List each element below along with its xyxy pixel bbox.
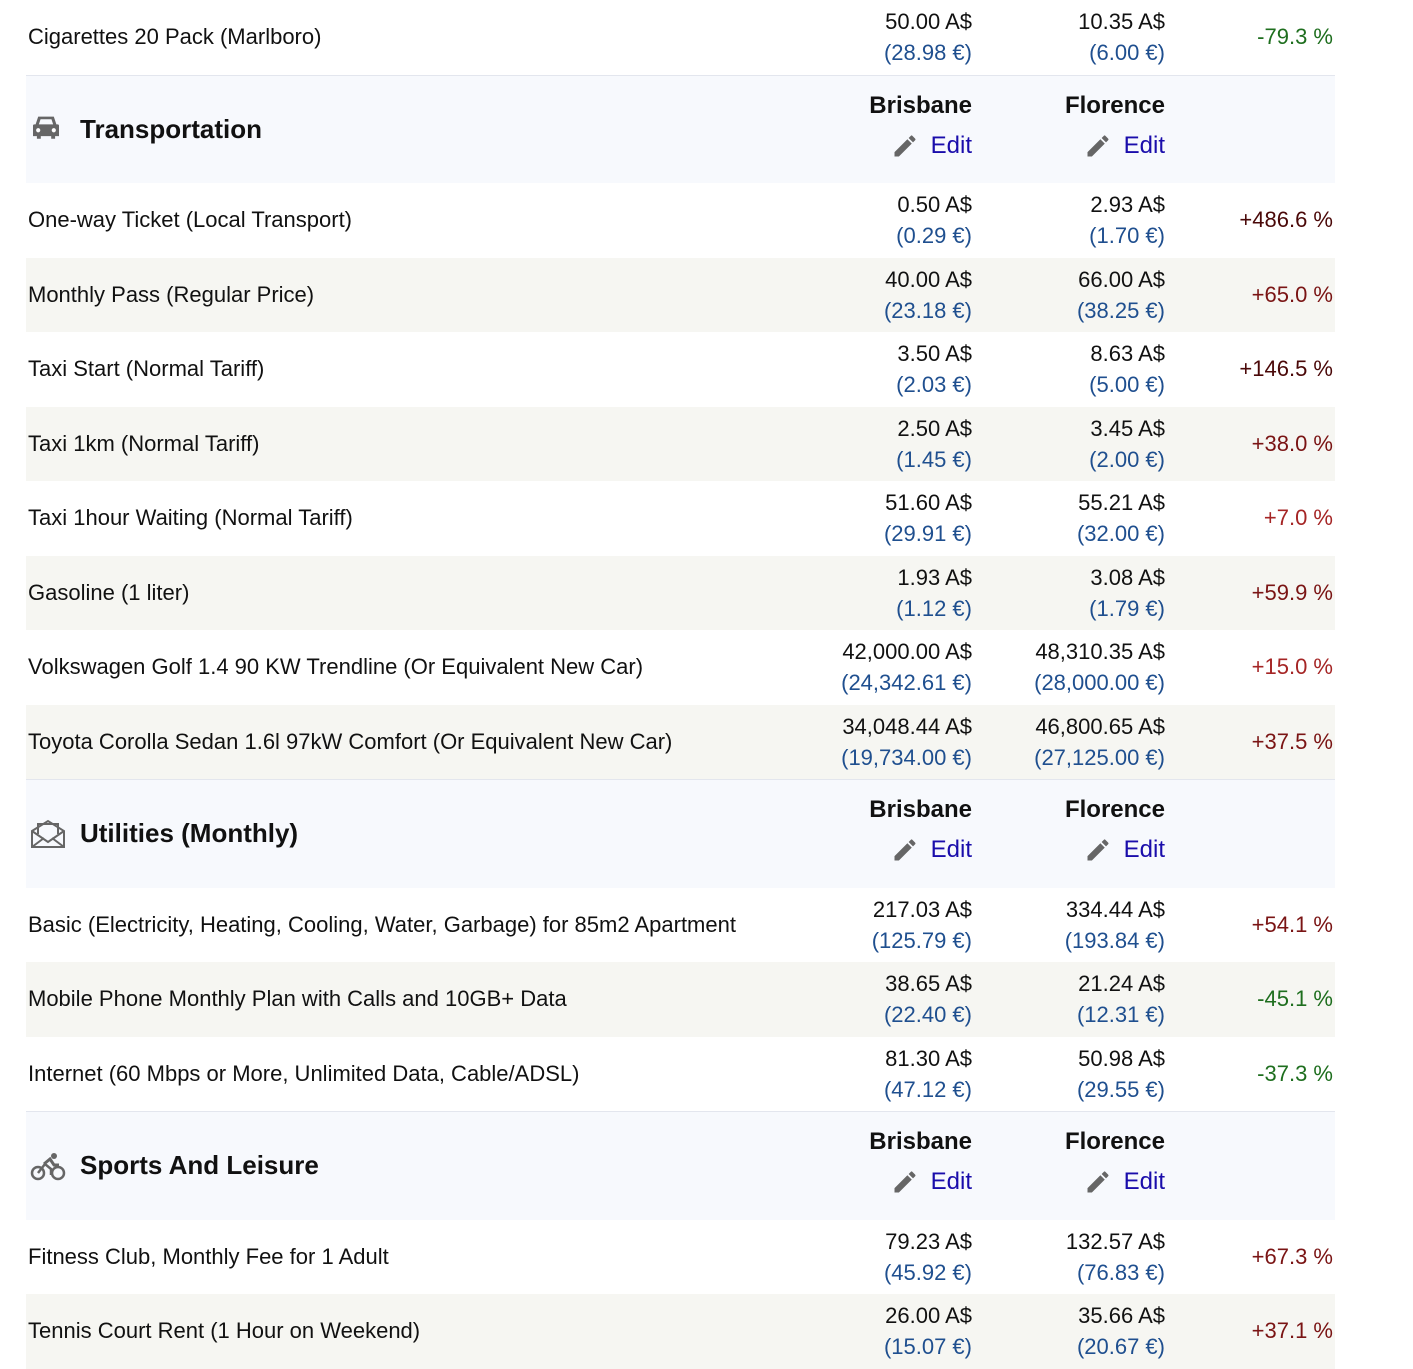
- city2-price: 3.45 A$ (2.00 €): [1089, 415, 1165, 472]
- table-row: Tennis Court Rent (1 Hour on Weekend) 26…: [26, 1294, 1335, 1369]
- city2-heading: Florence: [1064, 91, 1165, 119]
- percent-difference: +37.1 %: [1251, 1318, 1333, 1344]
- section-title: Utilities (Monthly): [80, 818, 299, 849]
- percent-difference: +15.0 %: [1251, 654, 1333, 680]
- city2-price: 46,800.65 A$ (27,125.00 €): [1034, 713, 1165, 770]
- item-name: Cigarettes 20 Pack (Marlboro): [28, 24, 322, 50]
- city1-price: 0.50 A$ (0.29 €): [896, 192, 972, 249]
- city2-price: 55.21 A$ (32.00 €): [1076, 490, 1165, 547]
- city2-price: 8.63 A$ (5.00 €): [1089, 341, 1165, 398]
- cost-comparison-table: Cigarettes 20 Pack (Marlboro) 50.00 A$ (2…: [26, 0, 1335, 1369]
- section-header: Transportation Brisbane Edit Florence Ed…: [26, 74, 1335, 183]
- percent-difference: +37.5 %: [1251, 728, 1333, 754]
- percent-difference: +65.0 %: [1251, 281, 1333, 307]
- percent-difference: +7.0 %: [1263, 505, 1333, 531]
- table-row: Fitness Club, Monthly Fee for 1 Adult 79…: [26, 1220, 1335, 1295]
- pencil-icon: [1087, 839, 1109, 861]
- item-name: Fitness Club, Monthly Fee for 1 Adult: [28, 1243, 389, 1269]
- item-name: One-way Ticket (Local Transport): [28, 207, 353, 233]
- section-title: Transportation: [80, 113, 263, 144]
- item-name: Mobile Phone Monthly Plan with Calls and…: [28, 986, 567, 1012]
- percent-difference: +486.6 %: [1239, 207, 1333, 233]
- table-row: Taxi 1km (Normal Tariff) 2.50 A$ (1.45 €)…: [26, 406, 1335, 481]
- item-name: Volkswagen Golf 1.4 90 KW Trendline (Or …: [28, 654, 644, 680]
- item-name: Internet (60 Mbps or More, Unlimited Dat…: [28, 1060, 580, 1086]
- city2-price: 2.93 A$ (1.70 €): [1089, 192, 1165, 249]
- city1-price: 40.00 A$ (23.18 €): [883, 266, 972, 323]
- city1-price: 79.23 A$ (45.92 €): [883, 1228, 972, 1285]
- city2-price: 48,310.35 A$ (28,000.00 €): [1034, 639, 1165, 696]
- item-name: Tennis Court Rent (1 Hour on Weekend): [28, 1318, 421, 1344]
- edit-city1-link[interactable]: Edit: [891, 126, 972, 166]
- percent-difference: -45.1 %: [1257, 986, 1333, 1012]
- city1-price: 42,000.00 A$ (24,342.61 €): [841, 639, 972, 696]
- item-name: Taxi 1hour Waiting (Normal Tariff): [28, 505, 353, 531]
- city1-price: 51.60 A$ (29.91 €): [883, 490, 972, 547]
- envelope-open-icon: [30, 819, 66, 849]
- table-row: Gasoline (1 liter) 1.93 A$ (1.12 €) 3.08 …: [26, 555, 1335, 630]
- city2-price: 50.98 A$ (29.55 €): [1076, 1045, 1165, 1102]
- table-row: Taxi 1hour Waiting (Normal Tariff) 51.60…: [26, 481, 1335, 556]
- pencil-icon: [894, 135, 916, 157]
- city2-price: 132.57 A$ (76.83 €): [1065, 1228, 1165, 1285]
- section-header: Sports And Leisure Brisbane Edit Florenc…: [26, 1111, 1335, 1220]
- item-name: Toyota Corolla Sedan 1.6l 97kW Comfort (…: [28, 728, 673, 754]
- item-name: Gasoline (1 liter): [28, 579, 190, 605]
- pencil-icon: [1087, 1171, 1109, 1193]
- edit-city1-link[interactable]: Edit: [891, 830, 972, 870]
- table-row: Cigarettes 20 Pack (Marlboro) 50.00 A$ (2…: [26, 0, 1335, 75]
- edit-city2-link[interactable]: Edit: [1084, 1162, 1165, 1202]
- bicycle-icon: [30, 1151, 66, 1181]
- section-title: Sports And Leisure: [80, 1150, 319, 1181]
- percent-difference: +54.1 %: [1251, 911, 1333, 937]
- item-name: Taxi Start (Normal Tariff): [28, 356, 265, 382]
- section-header: Utilities (Monthly) Brisbane Edit Floren…: [26, 779, 1335, 888]
- city2-price: 66.00 A$ (38.25 €): [1076, 266, 1165, 323]
- city2-heading: Florence: [1064, 1128, 1165, 1156]
- city2-price: 21.24 A$ (12.31 €): [1076, 971, 1165, 1028]
- city1-heading: Brisbane: [869, 91, 972, 119]
- percent-difference: +146.5 %: [1239, 356, 1333, 382]
- table-row: Internet (60 Mbps or More, Unlimited Dat…: [26, 1037, 1335, 1112]
- city1-price: 81.30 A$ (47.12 €): [883, 1045, 972, 1102]
- city1-price: 3.50 A$ (2.03 €): [896, 341, 972, 398]
- city1-price: 26.00 A$ (15.07 €): [883, 1303, 972, 1360]
- pencil-icon: [894, 1171, 916, 1193]
- city1-heading: Brisbane: [869, 796, 972, 824]
- percent-difference: +67.3 %: [1251, 1243, 1333, 1269]
- pencil-icon: [894, 839, 916, 861]
- city1-price: 1.93 A$ (1.12 €): [896, 564, 972, 621]
- city1-price: 50.00 A$ (28.98 €): [883, 9, 972, 66]
- percent-difference: -79.3 %: [1257, 24, 1333, 50]
- table-row: Basic (Electricity, Heating, Cooling, Wa…: [26, 888, 1335, 963]
- item-name: Monthly Pass (Regular Price): [28, 281, 315, 307]
- edit-city1-link[interactable]: Edit: [891, 1162, 972, 1202]
- percent-difference: +38.0 %: [1251, 430, 1333, 456]
- table-row: Monthly Pass (Regular Price) 40.00 A$ (23…: [26, 257, 1335, 332]
- table-row: Volkswagen Golf 1.4 90 KW Trendline (Or …: [26, 630, 1335, 705]
- table-row: Toyota Corolla Sedan 1.6l 97kW Comfort (…: [26, 704, 1335, 779]
- pencil-icon: [1087, 135, 1109, 157]
- table-row: Taxi Start (Normal Tariff) 3.50 A$ (2.03 …: [26, 332, 1335, 407]
- car-icon: [30, 114, 66, 144]
- city2-price: 10.35 A$ (6.00 €): [1078, 9, 1165, 66]
- city2-price: 3.08 A$ (1.79 €): [1089, 564, 1165, 621]
- table-row: Mobile Phone Monthly Plan with Calls and…: [26, 962, 1335, 1037]
- percent-difference: +59.9 %: [1251, 579, 1333, 605]
- city1-heading: Brisbane: [869, 1128, 972, 1156]
- edit-city2-link[interactable]: Edit: [1084, 126, 1165, 166]
- table-row: One-way Ticket (Local Transport) 0.50 A$…: [26, 183, 1335, 258]
- city1-price: 38.65 A$ (22.40 €): [883, 971, 972, 1028]
- city2-price: 334.44 A$ (193.84 €): [1064, 896, 1165, 953]
- city2-heading: Florence: [1064, 796, 1165, 824]
- item-name: Taxi 1km (Normal Tariff): [28, 430, 260, 456]
- edit-city2-link[interactable]: Edit: [1084, 830, 1165, 870]
- item-name: Basic (Electricity, Heating, Cooling, Wa…: [28, 911, 736, 937]
- percent-difference: -37.3 %: [1257, 1060, 1333, 1086]
- city2-price: 35.66 A$ (20.67 €): [1076, 1303, 1165, 1360]
- city1-price: 217.03 A$ (125.79 €): [871, 896, 972, 953]
- city1-price: 34,048.44 A$ (19,734.00 €): [841, 713, 972, 770]
- city1-price: 2.50 A$ (1.45 €): [896, 415, 972, 472]
